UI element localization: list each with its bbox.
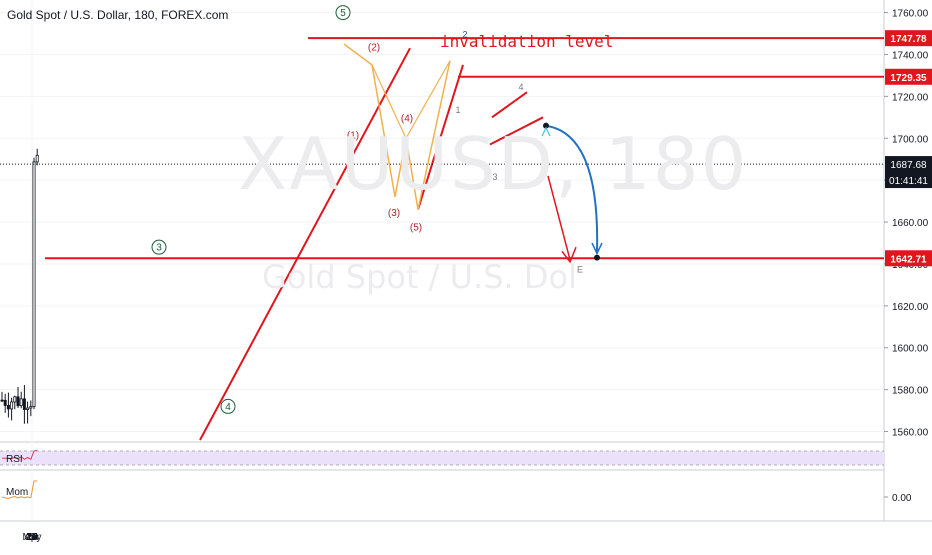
wave-label-sub: (5) [410, 222, 422, 233]
candle-body [32, 161, 36, 408]
watermark-description: Gold Spot / U.S. Dol [262, 258, 577, 296]
wave-circle [151, 239, 167, 255]
projection-curve [545, 124, 599, 252]
wave-label-sub: (4) [401, 113, 413, 124]
candle-body [13, 396, 17, 403]
candle-body [0, 399, 4, 402]
momentum-label: Mom [6, 487, 28, 498]
rsi-band [0, 451, 884, 465]
rsi-line [1, 450, 38, 461]
y-tick-label: 1760.00 [892, 9, 929, 20]
y-tick-label: 1700.00 [892, 134, 929, 145]
projection-label: E [577, 264, 583, 274]
x-tick-label: 13 [26, 532, 38, 543]
x-tick-label: 5 [29, 532, 35, 543]
x-tick-label: 23 [26, 532, 38, 543]
projection-start-point [543, 122, 549, 129]
level-price-tag [885, 68, 932, 85]
watermark-symbol: XAUUSD, 180 [238, 122, 749, 206]
x-tick-label: 18 [26, 532, 38, 543]
candles [0, 148, 39, 424]
level-price-label: 1729.35 [890, 73, 927, 84]
wave-path [343, 43, 451, 210]
wave-label-sub: (1) [347, 130, 359, 141]
wave-label-main: 4 [225, 402, 231, 413]
invalidation-label: invalidation level [440, 32, 613, 51]
wave-circle [220, 398, 236, 414]
cyan-arrow [541, 126, 551, 137]
x-tick-label: Apr [24, 532, 40, 543]
chart-title: Gold Spot / U.S. Dollar, 180, FOREX.com [7, 8, 229, 22]
rsi-label: RSI [6, 454, 23, 465]
level-price-tag [885, 30, 932, 47]
wave-circle [335, 5, 351, 21]
projection-arrowhead [591, 242, 603, 256]
wave-label-sub: (3) [388, 208, 400, 219]
wave-label-sub: (2) [368, 42, 380, 53]
y-tick-label: 1560.00 [892, 428, 929, 439]
wave-label-abc: 2 [462, 30, 467, 40]
y-tick-label: 1580.00 [892, 386, 929, 397]
x-tick-label: 27 [26, 532, 38, 543]
x-tick-label: May [23, 532, 42, 543]
drawings: invalidation level E 3 4 5 (1) (2) (3) (4) (5) 1 2 3… [0, 5, 884, 441]
x-tick-label: 20 [26, 532, 38, 543]
candle-body [26, 407, 30, 410]
x-tick-label: 16 [26, 532, 38, 543]
current-price-label: 1687.68 [890, 160, 927, 171]
projection-arrow [547, 175, 571, 260]
level-price-label: 1747.78 [890, 34, 927, 45]
wave-label-abc: 3 [492, 172, 497, 182]
y-tick-label: 1660.00 [892, 218, 929, 229]
candle-body [29, 406, 33, 409]
candle-body [35, 154, 39, 163]
x-tick-label: 11 [27, 532, 38, 543]
level-price-tag [885, 250, 932, 267]
candle-body [10, 401, 14, 410]
y-tick-label: 1620.00 [892, 302, 929, 313]
channel-line [489, 116, 544, 146]
trendline [199, 47, 411, 441]
projection-end-point [594, 254, 600, 261]
y-tick-label: 1740.00 [892, 50, 929, 61]
y-tick-label: 1600.00 [892, 344, 929, 355]
wave-path [371, 60, 451, 140]
current-price-tag [885, 156, 932, 189]
trendline [417, 64, 464, 210]
candle-body [16, 396, 20, 407]
momentum-line [1, 480, 38, 499]
momentum-zero-label: 0.00 [892, 493, 912, 504]
candle-body [19, 398, 23, 407]
wave-label-abc: 1 [455, 105, 460, 115]
wave-label-main: 5 [340, 8, 346, 19]
candle-body [3, 399, 7, 406]
projection-arrowhead [561, 246, 577, 264]
indicator-panes: RSI Mom [0, 450, 884, 499]
countdown-timer: 01:41:41 [889, 176, 928, 187]
y-tick-label: 1720.00 [892, 92, 929, 103]
candle-body [6, 405, 10, 410]
level-price-label: 1642.71 [890, 254, 927, 265]
price-axis: 1560.001580.001600.001620.001640.001660.… [884, 9, 932, 504]
channel-line [491, 91, 528, 119]
candle-body [22, 398, 26, 410]
wave-label-main: 3 [156, 243, 162, 254]
wave-label-abc: 4 [518, 82, 523, 92]
